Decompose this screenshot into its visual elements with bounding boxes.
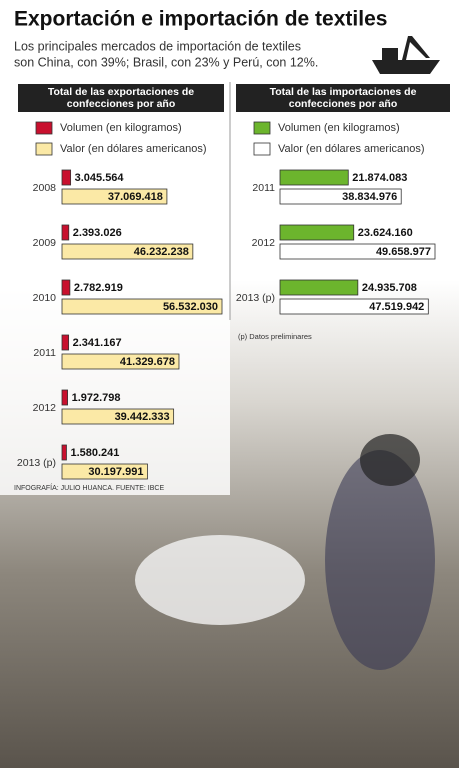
bar (61, 444, 67, 461)
bar (61, 463, 148, 480)
photo-fabric (135, 535, 305, 625)
bar (279, 243, 436, 260)
bar (61, 334, 70, 351)
legend-swatch (35, 142, 53, 156)
value-label: 46.232.238 (134, 246, 189, 258)
bar (279, 279, 359, 296)
legend-label: Valor (en dólares americanos) (278, 143, 425, 155)
value-label: 41.329.678 (120, 356, 175, 368)
value-label: 3.045.564 (75, 172, 125, 184)
credit: INFOGRAFÍA: JULIO HUANCA. FUENTE: IBCE (14, 483, 164, 492)
panel-title: Total de las exportaciones de (48, 86, 194, 98)
bar (61, 279, 71, 296)
panel-header (236, 84, 450, 112)
value-label: 47.519.942 (369, 301, 424, 313)
year-label: 2008 (33, 182, 57, 194)
year-label: 2013 (p) (236, 292, 275, 304)
value-label: 2.393.026 (73, 227, 122, 239)
note: (p) Datos preliminares (238, 332, 312, 341)
subtitle: son China, con 39%; Brasil, con 23% y Pe… (14, 55, 318, 69)
year-label: 2012 (252, 237, 276, 249)
legend-swatch (253, 142, 271, 156)
value-label: 24.935.708 (362, 282, 417, 294)
legend-swatch (35, 121, 53, 135)
value-label: 23.624.160 (358, 227, 413, 239)
panel-title: confecciones por año (67, 98, 176, 110)
ship-icon (372, 36, 440, 74)
legend-label: Volumen (en kilogramos) (60, 122, 182, 134)
value-label: 30.197.991 (88, 466, 143, 478)
photo-figure (360, 434, 420, 486)
bar (61, 224, 70, 241)
panel-title: confecciones por año (289, 98, 398, 110)
year-label: 2010 (33, 292, 57, 304)
year-label: 2012 (33, 402, 57, 414)
value-label: 37.069.418 (108, 191, 163, 203)
bar (61, 353, 180, 370)
value-label: 21.874.083 (352, 172, 407, 184)
bar (61, 243, 194, 260)
year-label: 2013 (p) (17, 457, 56, 469)
subtitle: Los principales mercados de importación … (14, 39, 301, 53)
bar (279, 224, 355, 241)
year-label: 2011 (252, 182, 275, 194)
legend-label: Volumen (en kilogramos) (278, 122, 400, 134)
bar (279, 298, 429, 315)
value-label: 1.580.241 (70, 447, 119, 459)
value-label: 49.658.977 (376, 246, 431, 258)
legend-label: Valor (en dólares americanos) (60, 143, 207, 155)
legend-swatch (253, 121, 271, 135)
bar (61, 188, 168, 205)
bar (61, 298, 223, 315)
panel-header (18, 84, 224, 112)
bar (61, 389, 68, 406)
value-label: 38.834.976 (342, 191, 397, 203)
bar (279, 188, 402, 205)
value-label: 39.442.333 (115, 411, 170, 423)
year-label: 2011 (33, 347, 56, 359)
value-label: 1.972.798 (72, 392, 121, 404)
year-label: 2009 (33, 237, 57, 249)
value-label: 56.532.030 (163, 301, 218, 313)
value-label: 2.782.919 (74, 282, 123, 294)
title: Exportación e importación de textiles (14, 8, 387, 31)
panel-backdrop (0, 280, 230, 495)
photo-figure (325, 450, 435, 670)
bar (61, 169, 72, 186)
bar (279, 169, 349, 186)
value-label: 2.341.167 (73, 337, 122, 349)
panel-title: Total de las importaciones de (270, 86, 417, 98)
bar (61, 408, 175, 425)
